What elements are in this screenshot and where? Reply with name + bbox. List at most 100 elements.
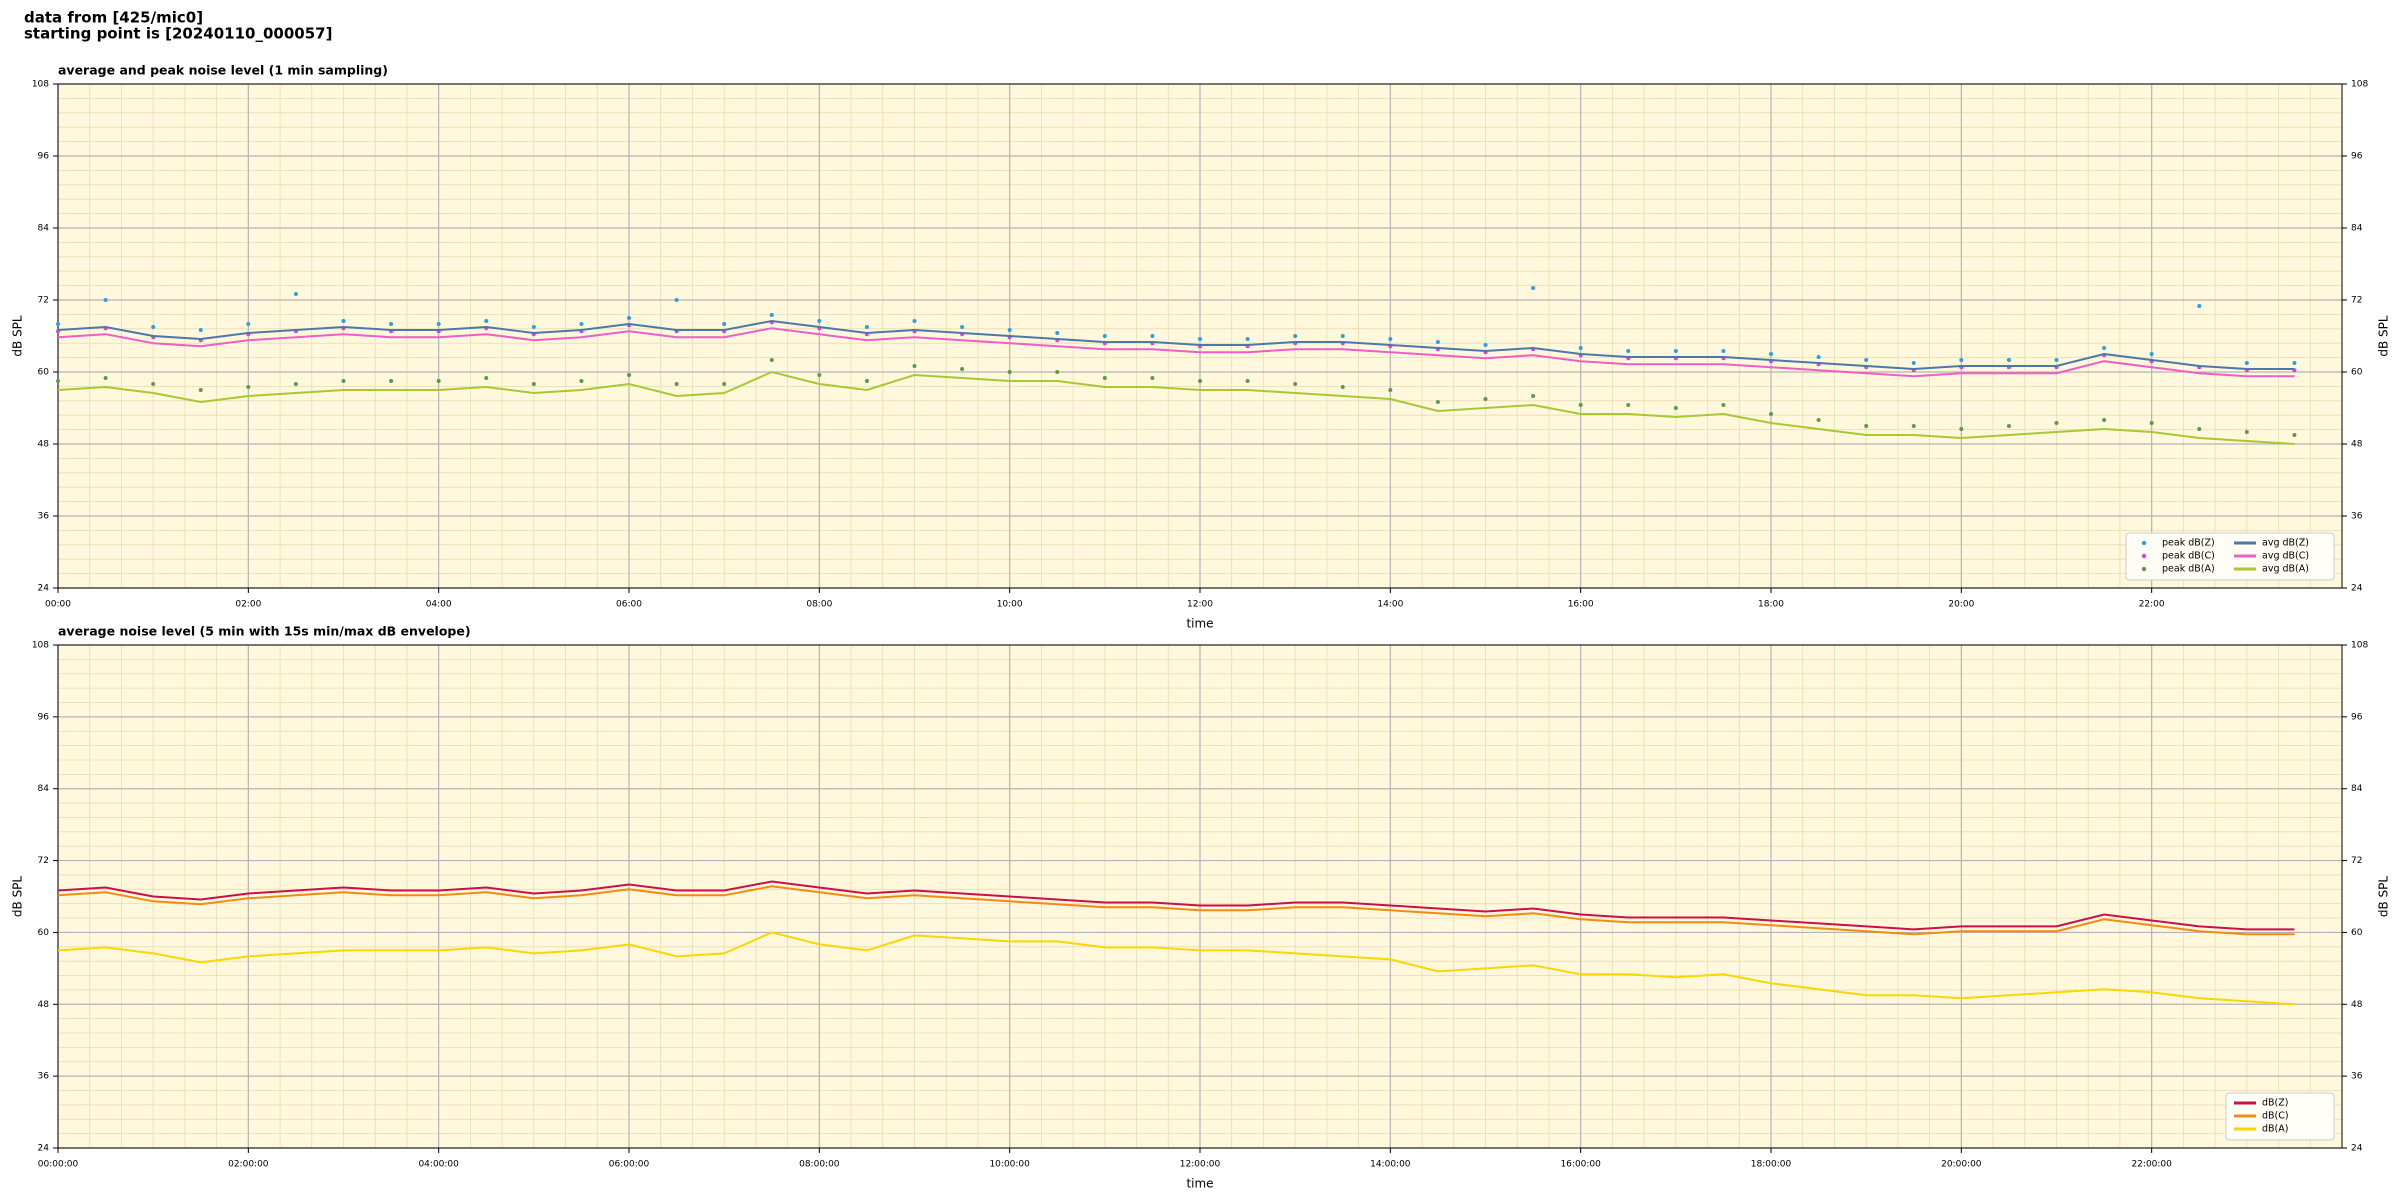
peak-point (1245, 379, 1250, 383)
peak-point (1769, 412, 1773, 416)
y-tick-label: 24 (2351, 1144, 2363, 1154)
peak-point (864, 379, 869, 383)
peak-point (2102, 346, 2107, 350)
x-tick-label: 18:00:00 (1751, 1160, 1792, 1170)
peak-point (1102, 376, 1107, 380)
peak-point (674, 298, 679, 302)
peak-point (1673, 349, 1678, 353)
y-tick-label: 72 (38, 296, 49, 306)
y-tick-label: 36 (38, 512, 50, 522)
peak-point (151, 382, 156, 386)
y-tick-label: 60 (2351, 928, 2363, 938)
peak-point (1435, 400, 1440, 404)
peak-point (1483, 397, 1488, 401)
x-tick-label: 00:00 (45, 600, 71, 610)
peak-point (1769, 352, 1773, 356)
peak-point (1198, 337, 1202, 341)
legend-label: avg dB(C) (2262, 551, 2309, 562)
peak-point (1911, 361, 1916, 365)
peak-point (627, 316, 631, 320)
peak-point (722, 322, 727, 326)
x-tick-label: 18:00 (1758, 600, 1784, 610)
y-tick-label: 48 (38, 440, 50, 450)
legend-label: peak dB(C) (2162, 551, 2215, 562)
x-tick-label: 08:00:00 (799, 1160, 840, 1170)
y-tick-label: 24 (38, 584, 50, 594)
legend-label: avg dB(Z) (2262, 538, 2309, 549)
y-tick-label: 24 (38, 1144, 50, 1154)
peak-point (1150, 376, 1155, 380)
x-tick-label: 12:00:00 (1180, 1160, 1221, 1170)
y-tick-label: 60 (2351, 368, 2363, 378)
series-line (57, 885, 2295, 936)
peak-point (579, 379, 584, 383)
y-tick-label: 96 (38, 712, 50, 722)
legend-marker (2141, 553, 2147, 559)
peak-point (484, 319, 489, 323)
peak-point (1483, 343, 1488, 347)
x-tick-label: 16:00:00 (1560, 1160, 1601, 1170)
legend-label: peak dB(A) (2162, 564, 2215, 575)
peak-point (1864, 358, 1869, 362)
peak-point (2244, 361, 2249, 365)
peak-point (198, 328, 203, 332)
peak-point (2006, 424, 2011, 428)
peak-point (2102, 418, 2107, 422)
series-line (57, 319, 2295, 371)
chart-title: average and peak noise level (1 min samp… (58, 63, 388, 78)
y-tick-label: 48 (2351, 440, 2363, 450)
x-tick-label: 14:00:00 (1370, 1160, 1411, 1170)
x-axis-label: time (1186, 1177, 1213, 1191)
peak-point (2197, 427, 2202, 431)
peak-point (960, 325, 965, 329)
peak-point (1388, 388, 1393, 392)
peak-point (531, 382, 536, 386)
y-tick-label: 84 (38, 784, 50, 794)
legend-label: dB(C) (2262, 1111, 2289, 1122)
peak-point (722, 382, 727, 386)
y-tick-label: 36 (2351, 1072, 2363, 1082)
peak-point (1245, 337, 1250, 341)
x-tick-label: 02:00:00 (228, 1160, 269, 1170)
x-tick-label: 20:00:00 (1941, 1160, 1982, 1170)
y-tick-label: 96 (38, 152, 50, 162)
peak-point (1435, 340, 1440, 344)
peak-point (674, 382, 679, 386)
peak-point (1388, 337, 1393, 341)
peak-point (103, 298, 108, 302)
x-tick-label: 22:00 (2139, 600, 2165, 610)
x-tick-label: 22:00:00 (2131, 1160, 2172, 1170)
x-tick-label: 12:00 (1187, 600, 1213, 610)
peak-point (2054, 358, 2059, 362)
peak-point (1340, 385, 1345, 389)
peak-point (912, 319, 917, 323)
peak-point (1816, 418, 1821, 422)
x-tick-label: 04:00:00 (418, 1160, 459, 1170)
x-tick-label: 10:00:00 (989, 1160, 1030, 1170)
legend-label: avg dB(A) (2262, 564, 2309, 575)
peak-point (2149, 352, 2154, 356)
peak-point (436, 379, 441, 383)
peak-point (1055, 331, 1060, 335)
x-tick-label: 16:00 (1568, 600, 1594, 610)
legend-marker (2141, 540, 2147, 546)
peak-point (1626, 403, 1631, 407)
peak-point (1816, 355, 1821, 359)
peak-point (2006, 358, 2011, 362)
legend-box (2125, 532, 2335, 581)
peak-point (1150, 334, 1155, 338)
peak-point (1959, 358, 1964, 362)
peak-point (1673, 406, 1678, 410)
legend-label: dB(A) (2262, 1124, 2288, 1135)
x-tick-label: 20:00 (1948, 600, 1974, 610)
x-tick-label: 10:00 (997, 600, 1023, 610)
plot-frame (57, 644, 2343, 1149)
y-tick-label: 84 (2351, 224, 2363, 234)
y-tick-label: 60 (38, 368, 50, 378)
y-axis-label: dB SPL (2377, 315, 2391, 357)
peak-point (1721, 403, 1726, 407)
peak-point (293, 292, 298, 296)
peak-point (1055, 370, 1060, 374)
x-tick-label: 04:00 (426, 600, 452, 610)
